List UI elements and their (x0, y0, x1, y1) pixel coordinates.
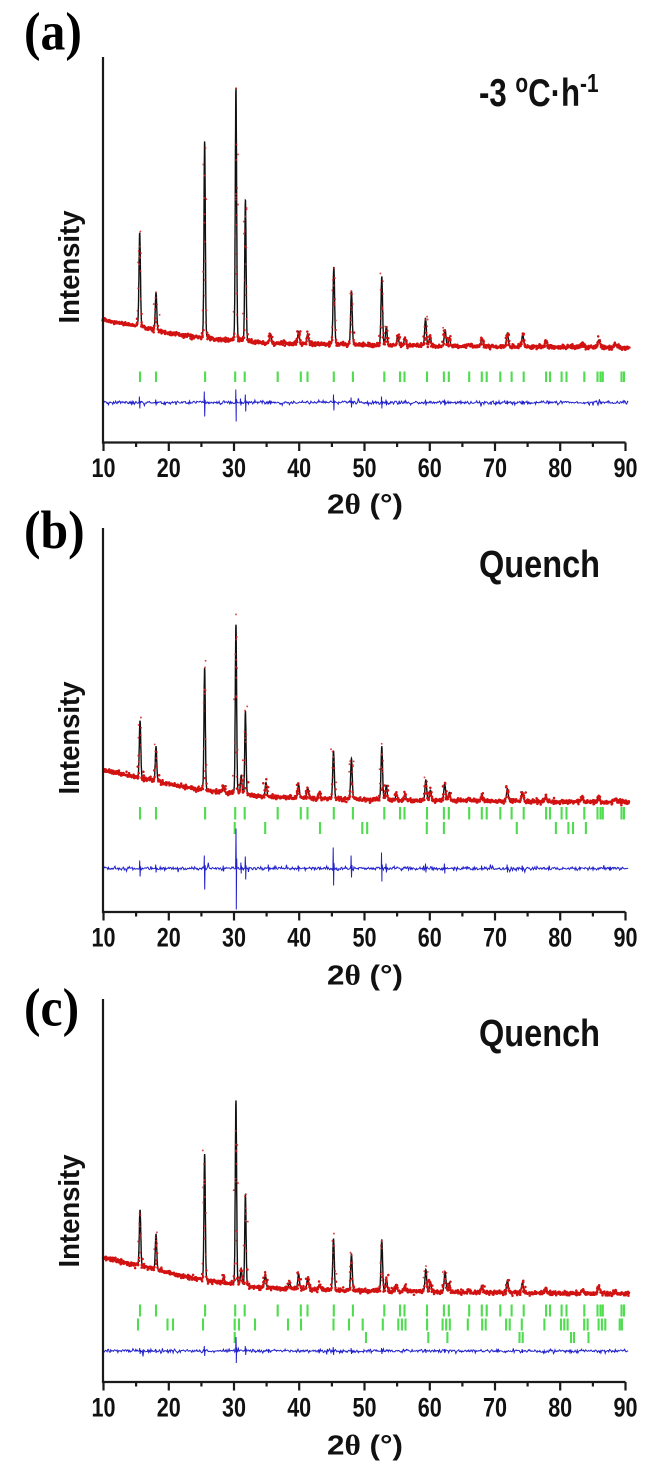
svg-text:20: 20 (157, 1393, 181, 1423)
svg-text:-3 oC·h-1: -3 oC·h-1 (479, 69, 599, 115)
svg-text:30: 30 (222, 1393, 246, 1423)
svg-text:50: 50 (353, 1393, 377, 1423)
svg-text:2θ (°): 2θ (°) (327, 1430, 403, 1462)
svg-text:2θ (°): 2θ (°) (327, 489, 403, 521)
svg-text:10: 10 (92, 923, 116, 953)
svg-text:40: 40 (287, 923, 311, 953)
svg-text:Intensity: Intensity (54, 682, 86, 795)
svg-text:(c): (c) (24, 979, 79, 1038)
svg-text:80: 80 (548, 923, 572, 953)
svg-text:40: 40 (287, 1393, 311, 1423)
svg-text:Quench: Quench (479, 544, 600, 586)
svg-text:90: 90 (614, 453, 638, 483)
svg-text:Quench: Quench (479, 1013, 600, 1055)
svg-text:20: 20 (157, 923, 181, 953)
svg-text:70: 70 (483, 453, 507, 483)
svg-text:70: 70 (483, 923, 507, 953)
svg-text:60: 60 (418, 453, 442, 483)
svg-text:30: 30 (222, 453, 246, 483)
svg-text:80: 80 (548, 1393, 572, 1423)
svg-text:70: 70 (483, 1393, 507, 1423)
svg-text:50: 50 (353, 923, 377, 953)
svg-text:(a): (a) (24, 3, 82, 62)
svg-text:60: 60 (418, 1393, 442, 1423)
svg-text:50: 50 (353, 453, 377, 483)
svg-text:40: 40 (287, 453, 311, 483)
svg-text:2θ (°): 2θ (°) (327, 960, 403, 992)
svg-text:10: 10 (92, 1393, 116, 1423)
svg-text:90: 90 (614, 1393, 638, 1423)
svg-text:30: 30 (222, 923, 246, 953)
svg-text:20: 20 (157, 453, 181, 483)
svg-text:Intensity: Intensity (54, 211, 86, 324)
svg-text:(b): (b) (24, 501, 85, 560)
svg-text:80: 80 (548, 453, 572, 483)
svg-text:10: 10 (92, 453, 116, 483)
svg-text:Intensity: Intensity (54, 1155, 86, 1268)
svg-text:90: 90 (614, 923, 638, 953)
svg-text:60: 60 (418, 923, 442, 953)
